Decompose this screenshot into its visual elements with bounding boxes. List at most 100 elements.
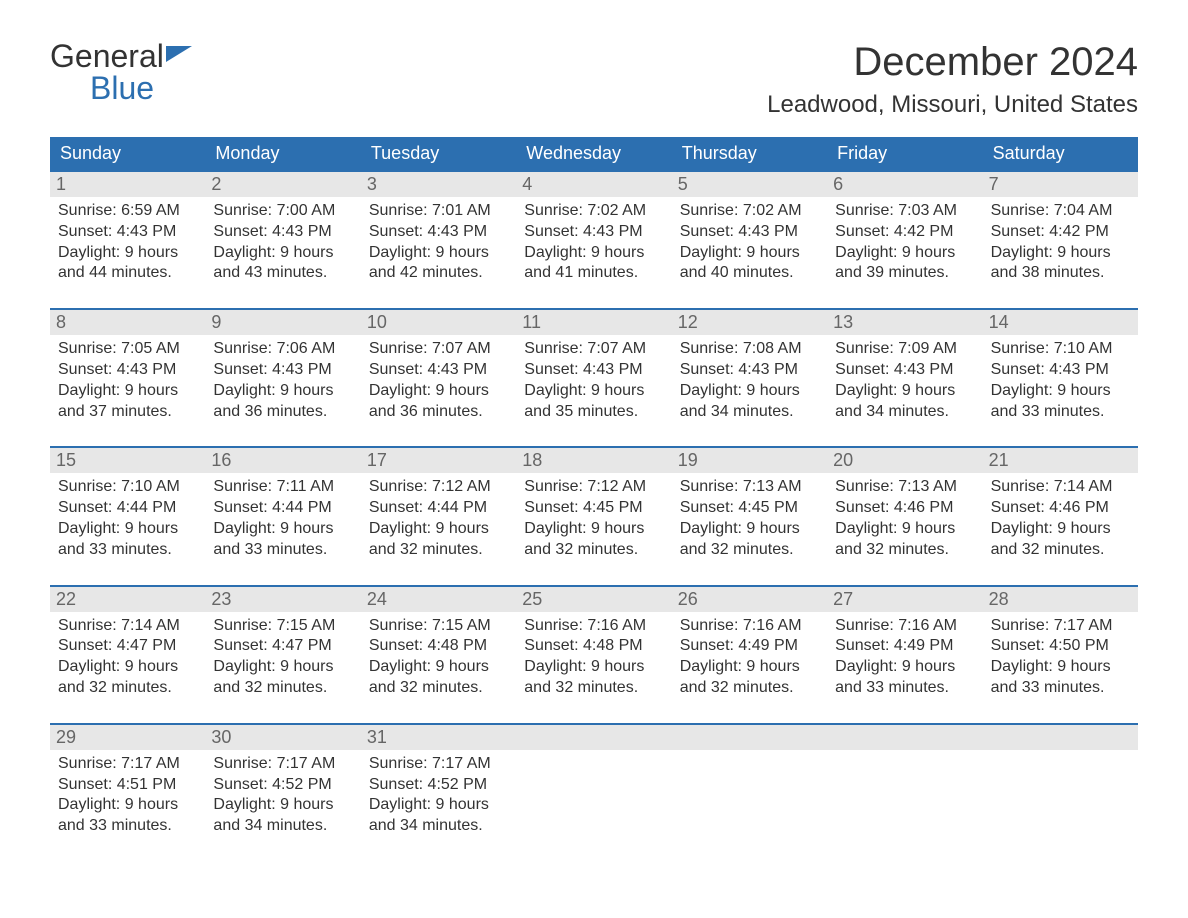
daylight-text: and 32 minutes. [369,540,508,561]
day-cell [672,750,827,847]
sunset-text: Sunset: 4:45 PM [680,498,819,519]
day-number: 17 [361,448,516,473]
day-cell: Sunrise: 7:15 AMSunset: 4:48 PMDaylight:… [361,612,516,709]
sunset-text: Sunset: 4:45 PM [524,498,663,519]
daylight-text: and 33 minutes. [991,678,1130,699]
daylight-text: Daylight: 9 hours [680,381,819,402]
day-cell: Sunrise: 7:17 AMSunset: 4:52 PMDaylight:… [205,750,360,847]
daylight-text: Daylight: 9 hours [369,795,508,816]
sunrise-text: Sunrise: 7:16 AM [835,616,974,637]
month-title: December 2024 [767,40,1138,85]
day-number: 15 [50,448,205,473]
day-number: 28 [983,587,1138,612]
sunset-text: Sunset: 4:43 PM [991,360,1130,381]
day-cell: Sunrise: 7:05 AMSunset: 4:43 PMDaylight:… [50,335,205,432]
day-number: 1 [50,172,205,197]
daylight-text: and 36 minutes. [213,402,352,423]
daylight-text: Daylight: 9 hours [835,657,974,678]
calendar: Sunday Monday Tuesday Wednesday Thursday… [50,137,1138,847]
day-number: 21 [983,448,1138,473]
sunrise-text: Sunrise: 6:59 AM [58,201,197,222]
daylight-text: and 34 minutes. [369,816,508,837]
day-number: 27 [827,587,982,612]
sunset-text: Sunset: 4:51 PM [58,775,197,796]
day-number: 4 [516,172,671,197]
daylight-text: and 40 minutes. [680,263,819,284]
daylight-text: and 32 minutes. [680,540,819,561]
sunset-text: Sunset: 4:47 PM [58,636,197,657]
sunset-text: Sunset: 4:43 PM [213,222,352,243]
day-cell: Sunrise: 7:12 AMSunset: 4:44 PMDaylight:… [361,473,516,570]
dow-wednesday: Wednesday [516,137,671,170]
daylight-text: Daylight: 9 hours [58,243,197,264]
daylight-text: Daylight: 9 hours [524,243,663,264]
day-cell [827,750,982,847]
day-cell: Sunrise: 7:01 AMSunset: 4:43 PMDaylight:… [361,197,516,294]
daylight-text: and 32 minutes. [524,678,663,699]
day-number: 19 [672,448,827,473]
daylight-text: Daylight: 9 hours [58,519,197,540]
dow-tuesday: Tuesday [361,137,516,170]
day-cell: Sunrise: 7:15 AMSunset: 4:47 PMDaylight:… [205,612,360,709]
daylight-text: and 42 minutes. [369,263,508,284]
day-cell: Sunrise: 7:09 AMSunset: 4:43 PMDaylight:… [827,335,982,432]
day-number-row: 22232425262728 [50,587,1138,612]
day-cell: Sunrise: 7:14 AMSunset: 4:46 PMDaylight:… [983,473,1138,570]
daylight-text: and 41 minutes. [524,263,663,284]
day-number: 26 [672,587,827,612]
day-number: 9 [205,310,360,335]
day-cell: Sunrise: 7:17 AMSunset: 4:52 PMDaylight:… [361,750,516,847]
sunrise-text: Sunrise: 7:07 AM [369,339,508,360]
day-number: 13 [827,310,982,335]
day-cell: Sunrise: 7:11 AMSunset: 4:44 PMDaylight:… [205,473,360,570]
location: Leadwood, Missouri, United States [767,91,1138,119]
sunrise-text: Sunrise: 7:06 AM [213,339,352,360]
daylight-text: Daylight: 9 hours [524,381,663,402]
sunset-text: Sunset: 4:46 PM [835,498,974,519]
day-cell [516,750,671,847]
day-cell: Sunrise: 7:08 AMSunset: 4:43 PMDaylight:… [672,335,827,432]
header: General Blue December 2024 Leadwood, Mis… [50,40,1138,137]
day-number: 18 [516,448,671,473]
daylight-text: Daylight: 9 hours [369,519,508,540]
day-number [983,725,1138,750]
daylight-text: and 36 minutes. [369,402,508,423]
sunset-text: Sunset: 4:47 PM [213,636,352,657]
daylight-text: and 33 minutes. [58,816,197,837]
dow-monday: Monday [205,137,360,170]
sunset-text: Sunset: 4:44 PM [58,498,197,519]
day-cell: Sunrise: 6:59 AMSunset: 4:43 PMDaylight:… [50,197,205,294]
day-number: 11 [516,310,671,335]
sunrise-text: Sunrise: 7:17 AM [991,616,1130,637]
daylight-text: and 33 minutes. [835,678,974,699]
daylight-text: Daylight: 9 hours [835,243,974,264]
day-number: 16 [205,448,360,473]
day-cell: Sunrise: 7:14 AMSunset: 4:47 PMDaylight:… [50,612,205,709]
sunrise-text: Sunrise: 7:17 AM [58,754,197,775]
day-cell: Sunrise: 7:00 AMSunset: 4:43 PMDaylight:… [205,197,360,294]
daylight-text: and 32 minutes. [213,678,352,699]
sunset-text: Sunset: 4:44 PM [213,498,352,519]
sunrise-text: Sunrise: 7:13 AM [835,477,974,498]
day-number: 25 [516,587,671,612]
daylight-text: and 35 minutes. [524,402,663,423]
sunrise-text: Sunrise: 7:04 AM [991,201,1130,222]
daylight-text: and 32 minutes. [369,678,508,699]
day-cell: Sunrise: 7:13 AMSunset: 4:45 PMDaylight:… [672,473,827,570]
day-number-row: 1234567 [50,172,1138,197]
day-number: 14 [983,310,1138,335]
daylight-text: and 34 minutes. [835,402,974,423]
day-number: 12 [672,310,827,335]
sunrise-text: Sunrise: 7:16 AM [524,616,663,637]
sunrise-text: Sunrise: 7:01 AM [369,201,508,222]
day-number-row: 15161718192021 [50,448,1138,473]
sunrise-text: Sunrise: 7:00 AM [213,201,352,222]
day-number: 8 [50,310,205,335]
daylight-text: and 43 minutes. [213,263,352,284]
daylight-text: and 34 minutes. [680,402,819,423]
sunset-text: Sunset: 4:49 PM [680,636,819,657]
day-number: 10 [361,310,516,335]
sunrise-text: Sunrise: 7:12 AM [369,477,508,498]
daylight-text: and 32 minutes. [524,540,663,561]
sunrise-text: Sunrise: 7:15 AM [369,616,508,637]
